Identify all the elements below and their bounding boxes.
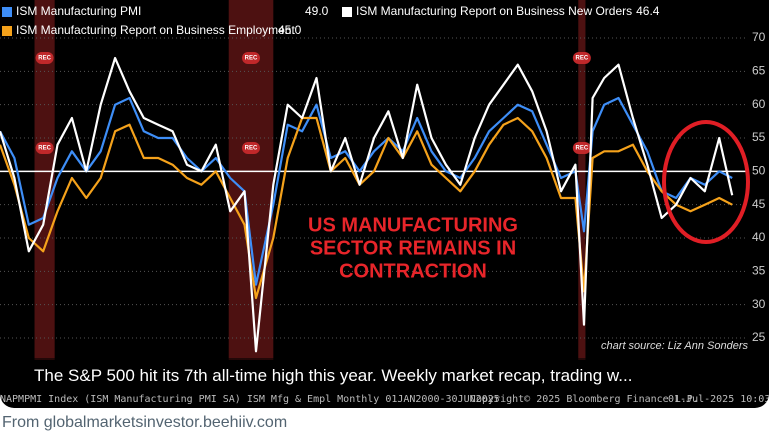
y-tick-label: 40 bbox=[752, 230, 766, 244]
footer-right: 01-Jul-2025 10:03 bbox=[668, 394, 769, 405]
rec-badge bbox=[35, 142, 54, 154]
recession-band bbox=[34, 0, 55, 360]
legend-swatch bbox=[2, 26, 12, 36]
series-line bbox=[0, 56, 734, 353]
legend-label: ISM Manufacturing Report on Business New… bbox=[356, 4, 632, 18]
highlight-ellipse bbox=[662, 120, 750, 244]
legend-swatch bbox=[2, 7, 12, 17]
legend-value: 49.0 bbox=[305, 4, 329, 18]
rec-label: REC bbox=[245, 146, 258, 152]
series-line bbox=[0, 96, 733, 286]
annotation: SECTOR REMAINS IN bbox=[310, 237, 516, 259]
footer-left: NAPMPMI Index (ISM Manufacturing PMI SA)… bbox=[0, 394, 500, 405]
y-tick-label: 60 bbox=[752, 97, 766, 111]
rec-badge bbox=[572, 142, 591, 154]
y-tick-label: 70 bbox=[752, 30, 766, 44]
legend-swatch bbox=[342, 7, 352, 17]
y-tick-label: 35 bbox=[752, 264, 766, 278]
rec-label: REC bbox=[245, 56, 258, 62]
y-tick-label: 25 bbox=[752, 330, 766, 344]
rec-label: REC bbox=[38, 146, 51, 152]
rec-label: REC bbox=[38, 56, 51, 62]
rec-badge bbox=[242, 142, 261, 154]
y-tick-label: 30 bbox=[752, 297, 766, 311]
rec-badge bbox=[242, 52, 261, 64]
chart-source: chart source: Liz Ann Sonders bbox=[601, 340, 748, 352]
rec-badge bbox=[35, 52, 54, 64]
caption: The S&P 500 hit its 7th all-time high th… bbox=[0, 358, 769, 394]
y-tick-label: 50 bbox=[752, 164, 766, 178]
footer-middle: Copyright© 2025 Bloomberg Finance L.P. bbox=[470, 394, 699, 405]
y-tick-label: 65 bbox=[752, 64, 766, 78]
y-tick-label: 45 bbox=[752, 197, 766, 211]
source-link[interactable]: From globalmarketsinvestor.beehiiv.com bbox=[2, 414, 288, 431]
legend-label: ISM Manufacturing PMI bbox=[16, 4, 141, 18]
rec-badge bbox=[572, 52, 591, 64]
chart: REC REC REC REC REC REC 25 30 35 40 45 50 55 60 65 70 IS… bbox=[0, 0, 766, 360]
y-tick-label: 55 bbox=[752, 130, 766, 144]
legend-label: ISM Manufacturing Report on Business Emp… bbox=[16, 23, 295, 37]
bloomberg-footer: NAPMPMI Index (ISM Manufacturing PMI SA)… bbox=[0, 394, 769, 408]
rec-label: REC bbox=[576, 146, 589, 152]
legend-value: 45.0 bbox=[278, 23, 302, 37]
legend-value: 46.4 bbox=[636, 4, 660, 18]
annotation: CONTRACTION bbox=[339, 260, 487, 282]
series-line bbox=[0, 116, 733, 300]
rec-label: REC bbox=[576, 56, 589, 62]
post-card[interactable]: REC REC REC REC REC REC 25 30 35 40 45 50 55 60 65 70 IS… bbox=[0, 0, 769, 408]
recession-band bbox=[578, 0, 586, 360]
annotation: US MANUFACTURING bbox=[308, 214, 518, 236]
